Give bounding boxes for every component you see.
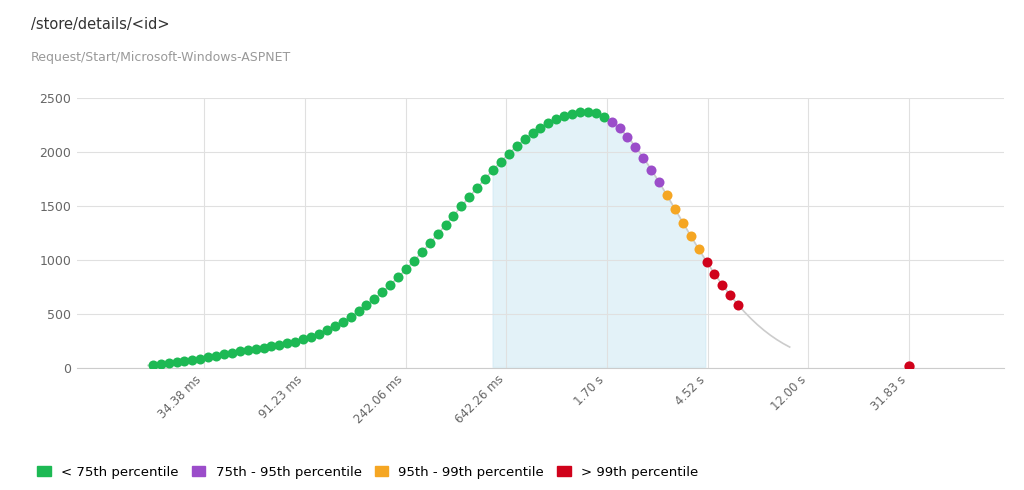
Point: [397, 266, 414, 273]
Point: [524, 129, 541, 137]
Legend: < 75th percentile, 75th - 95th percentile, 95th - 99th percentile, > 99th percen: < 75th percentile, 75th - 95th percentil…: [37, 466, 698, 479]
Point: [548, 115, 564, 123]
Point: [367, 295, 383, 303]
Point: [651, 178, 668, 186]
Point: [730, 301, 746, 309]
Point: [255, 343, 271, 351]
Point: [184, 356, 201, 364]
Point: [153, 361, 169, 368]
Point: [144, 361, 161, 369]
Point: [516, 135, 532, 143]
Point: [310, 330, 327, 338]
Point: [295, 336, 311, 343]
Point: [667, 205, 683, 213]
Point: [271, 341, 288, 349]
Point: [484, 166, 501, 174]
Point: [287, 338, 303, 345]
Point: [454, 202, 470, 210]
Point: [469, 184, 485, 192]
Point: [200, 353, 216, 361]
Polygon shape: [493, 112, 706, 368]
Point: [374, 288, 390, 296]
Point: [406, 257, 422, 265]
Point: [564, 110, 581, 118]
Point: [437, 221, 454, 229]
Point: [231, 347, 248, 355]
Point: [240, 346, 256, 354]
Point: [722, 292, 738, 299]
Point: [643, 166, 659, 173]
Point: [532, 123, 549, 131]
Point: [445, 212, 462, 220]
Point: [168, 359, 184, 367]
Point: [176, 357, 193, 365]
Point: [683, 232, 699, 240]
Point: [714, 281, 730, 289]
Point: [509, 142, 525, 150]
Text: Request/Start/Microsoft-Windows-ASPNET: Request/Start/Microsoft-Windows-ASPNET: [31, 51, 291, 65]
Point: [390, 273, 407, 281]
Point: [358, 301, 375, 309]
Point: [541, 119, 557, 127]
Text: /store/details/<id>: /store/details/<id>: [31, 17, 169, 32]
Point: [429, 230, 445, 238]
Point: [342, 313, 358, 321]
Point: [603, 118, 620, 125]
Point: [161, 360, 177, 368]
Point: [611, 124, 628, 132]
Point: [350, 308, 367, 316]
Point: [477, 175, 494, 183]
Point: [414, 248, 430, 256]
Point: [580, 108, 596, 116]
Point: [571, 108, 588, 116]
Point: [501, 149, 517, 157]
Point: [216, 350, 232, 358]
Point: [303, 333, 319, 341]
Point: [224, 349, 241, 357]
Point: [698, 258, 715, 266]
Point: [493, 158, 509, 166]
Point: [335, 318, 351, 326]
Point: [596, 113, 612, 121]
Point: [280, 340, 296, 347]
Point: [193, 355, 209, 363]
Point: [461, 193, 477, 201]
Point: [901, 363, 918, 370]
Point: [658, 192, 675, 199]
Point: [627, 143, 643, 150]
Point: [208, 352, 224, 360]
Point: [588, 109, 604, 117]
Point: [422, 240, 438, 247]
Point: [263, 343, 280, 350]
Point: [635, 153, 651, 161]
Point: [318, 326, 335, 334]
Point: [327, 322, 343, 330]
Point: [707, 270, 723, 277]
Point: [382, 281, 398, 289]
Point: [690, 245, 707, 253]
Point: [556, 112, 572, 120]
Point: [248, 345, 264, 353]
Point: [620, 133, 636, 141]
Point: [675, 219, 691, 226]
